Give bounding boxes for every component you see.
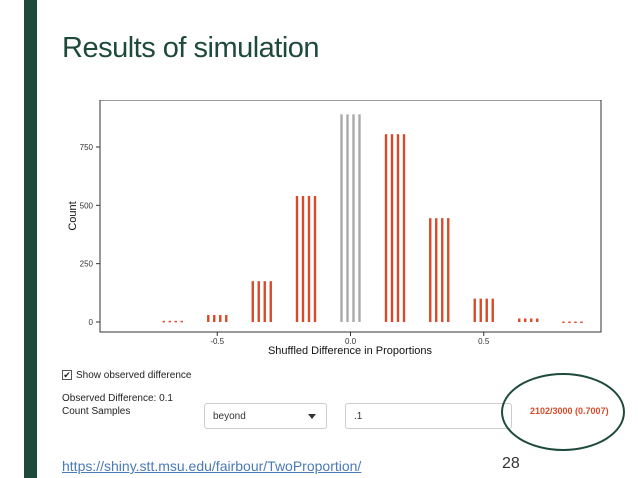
histogram-bar	[429, 218, 432, 322]
histogram-bar	[168, 320, 171, 323]
histogram-bar	[441, 218, 444, 322]
y-axis: 0 250 500 750	[80, 143, 100, 327]
histogram-bar	[257, 281, 260, 322]
histogram-bar	[263, 281, 266, 322]
check-mark-icon: ✔	[63, 370, 71, 380]
histogram-bar	[225, 315, 228, 322]
y-tick-label: 750	[80, 143, 94, 152]
histogram-bar	[269, 281, 272, 322]
histogram-bar	[384, 134, 388, 322]
histogram-bar	[213, 315, 216, 322]
count-samples-label: Count Samples	[62, 406, 131, 417]
histogram-bar	[435, 218, 438, 322]
histogram-bar	[402, 134, 406, 322]
histogram-chart: 0 250 500 750 -0.5 0.0 0.5 Shuffled Differenc…	[67, 100, 602, 357]
histogram-bar	[207, 315, 210, 322]
histogram-bar	[352, 114, 355, 322]
count-direction-select[interactable]: beyond	[204, 403, 327, 429]
slide-title: Results of simulation	[62, 32, 320, 64]
histogram-bar	[346, 114, 349, 322]
histogram-bar	[396, 134, 400, 322]
histogram-bar	[340, 114, 343, 322]
bars-group	[162, 114, 583, 324]
histogram-bar	[447, 218, 450, 322]
page-number: 28	[502, 455, 520, 472]
histogram-bar	[530, 318, 533, 322]
histogram-bar	[491, 298, 494, 322]
histogram-bar	[568, 321, 571, 324]
x-tick-label: 0.5	[478, 337, 490, 346]
histogram-bar	[536, 318, 539, 322]
source-link[interactable]: https://shiny.stt.msu.edu/fairbour/TwoPr…	[62, 458, 362, 474]
slide-accent-bar	[24, 0, 37, 478]
x-axis-label: Shuffled Difference in Proportions	[268, 345, 433, 357]
histogram-bar	[358, 114, 361, 322]
histogram-bar	[251, 281, 254, 322]
histogram-bar	[574, 321, 577, 324]
histogram-bar	[301, 196, 305, 322]
count-direction-value: beyond	[213, 411, 246, 422]
highlight-oval	[501, 373, 625, 451]
y-axis-label: Count	[67, 201, 79, 230]
histogram-bar	[518, 318, 521, 322]
y-tick-label: 0	[89, 318, 94, 327]
count-value-text: .1	[354, 411, 363, 422]
histogram-bar	[219, 315, 222, 322]
histogram-bar	[473, 298, 476, 322]
y-tick-label: 500	[80, 201, 94, 210]
histogram-bar	[307, 196, 311, 322]
y-tick-label: 250	[80, 260, 94, 269]
count-value-input[interactable]: .1	[345, 403, 512, 429]
x-tick-label: 0.0	[345, 337, 357, 346]
histogram-bar	[295, 196, 299, 322]
histogram-bar	[174, 320, 177, 323]
histogram-bar	[580, 321, 583, 324]
show-observed-label: Show observed difference	[76, 370, 192, 381]
histogram-bar	[180, 320, 183, 323]
x-tick-label: -0.5	[210, 337, 224, 346]
plot-panel	[99, 100, 602, 333]
x-axis: -0.5 0.0 0.5	[210, 332, 490, 346]
histogram-bar	[524, 318, 527, 322]
histogram-bar	[390, 134, 394, 322]
observed-difference-text: Observed Difference: 0.1	[62, 393, 173, 404]
caret-down-icon	[308, 414, 316, 419]
histogram-bar	[562, 321, 565, 324]
histogram-bar	[313, 196, 317, 322]
histogram-bar	[485, 298, 488, 322]
histogram-bar	[162, 320, 165, 323]
histogram-bar	[479, 298, 482, 322]
show-observed-checkbox[interactable]: ✔	[62, 370, 72, 380]
